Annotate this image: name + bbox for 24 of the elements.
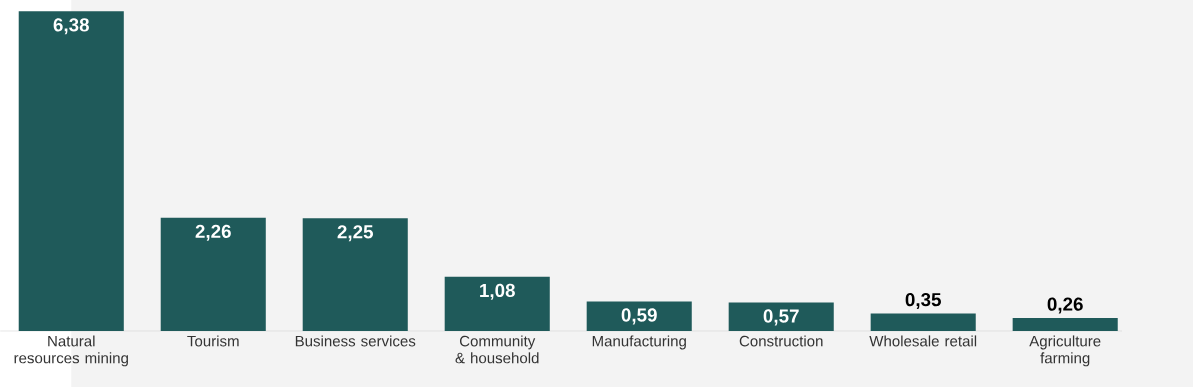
bar bbox=[444, 276, 550, 331]
data-label: 0,35 bbox=[905, 292, 941, 309]
x-tick-label: Construction bbox=[739, 335, 823, 347]
x-tick-label: Natural resources mining bbox=[14, 335, 128, 367]
data-label: 6,38 bbox=[53, 18, 89, 35]
x-tick-label: Agriculture farming bbox=[1029, 335, 1101, 367]
bar bbox=[1012, 317, 1118, 331]
bar bbox=[18, 11, 124, 331]
x-tick-label: Tourism bbox=[187, 335, 239, 347]
x-tick-label: Manufacturing bbox=[592, 335, 686, 350]
data-label: 0,57 bbox=[763, 309, 799, 326]
bar bbox=[728, 302, 834, 331]
x-tick-label: Wholesale retail bbox=[869, 335, 977, 347]
data-label: 2,26 bbox=[195, 224, 231, 241]
data-label: 0,59 bbox=[621, 308, 657, 325]
data-label: 1,08 bbox=[480, 283, 515, 300]
data-label: 2,25 bbox=[337, 224, 374, 242]
data-label: 0,26 bbox=[1047, 297, 1083, 314]
bar bbox=[160, 217, 266, 331]
bar bbox=[302, 218, 408, 331]
x-tick-label: Community & household bbox=[455, 335, 539, 364]
bar bbox=[586, 301, 692, 331]
bar bbox=[870, 313, 976, 331]
x-tick-label: Business services bbox=[295, 335, 416, 347]
